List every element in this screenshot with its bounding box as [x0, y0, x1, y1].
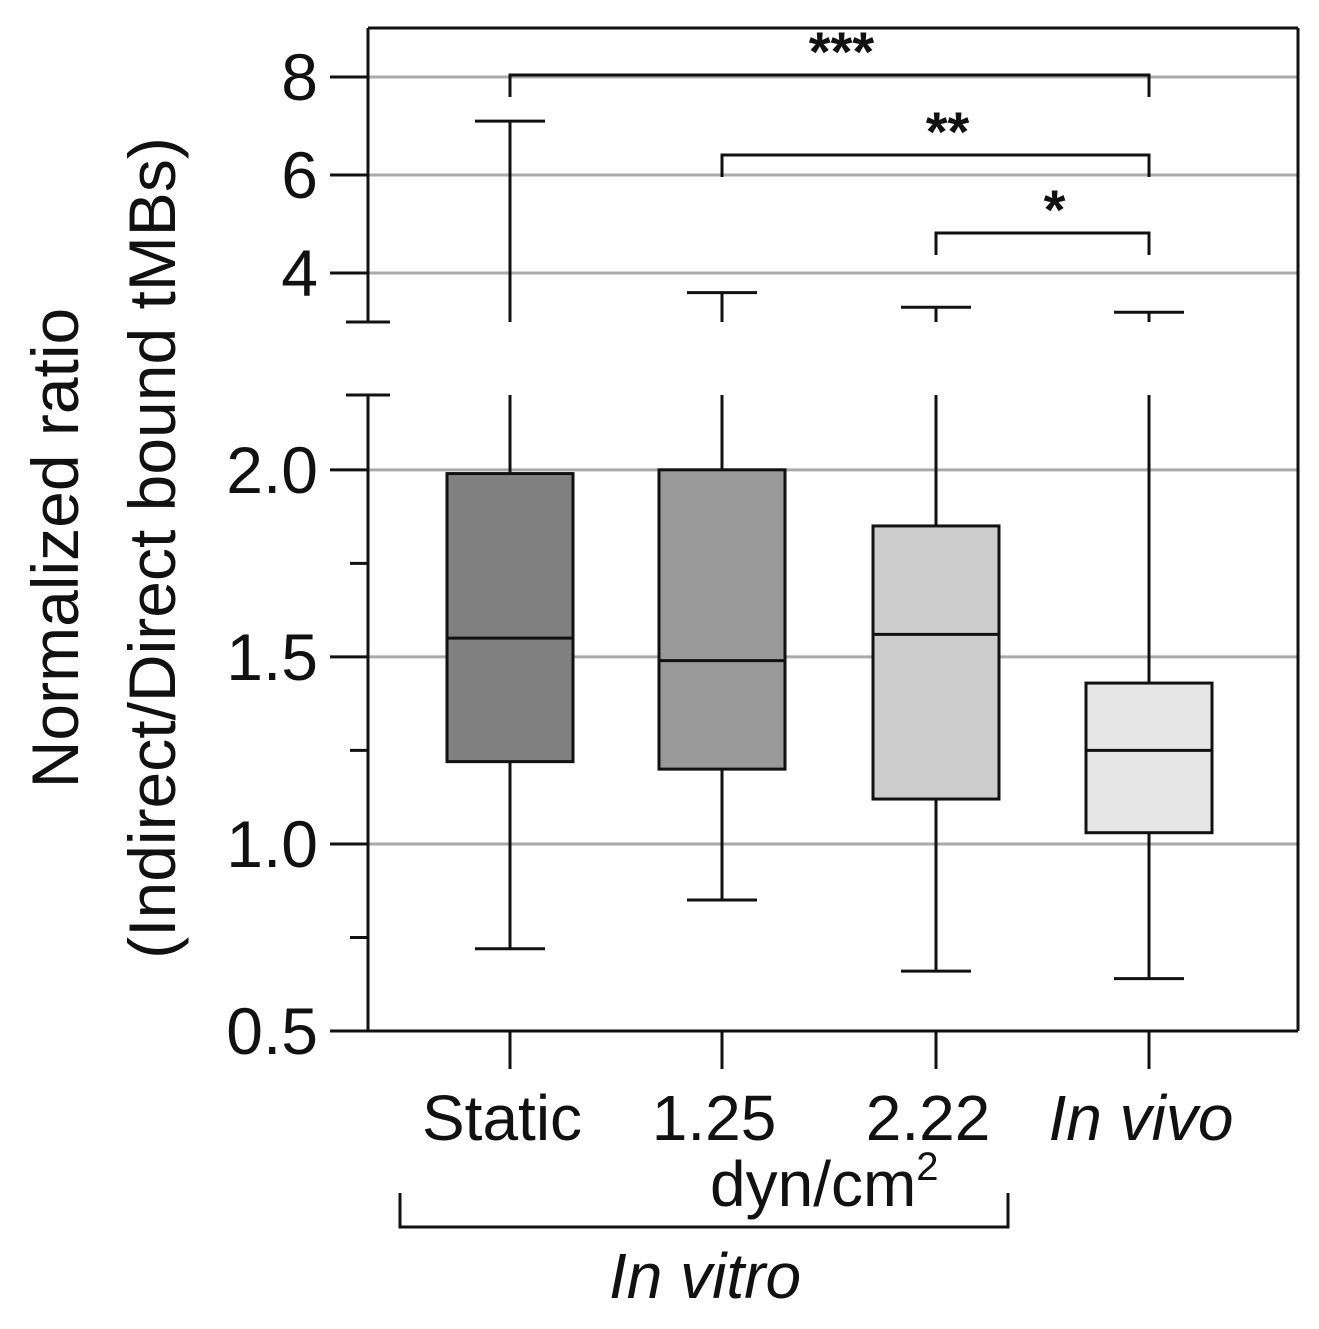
- in-vitro-bracket: [398, 1193, 1010, 1229]
- significance-label: **: [926, 100, 970, 163]
- y-tick-label-6: 6: [281, 138, 318, 212]
- group-label-in-vitro: In vitro: [609, 1240, 801, 1312]
- significance-bracket-2: **: [720, 100, 1151, 177]
- x-label-2-22: 2.22: [866, 1082, 991, 1154]
- y-tick-label-1.5: 1.5: [226, 620, 318, 694]
- y-axis-title-line1: Normalized ratio: [18, 308, 92, 789]
- x-label-1-25: 1.25: [652, 1082, 777, 1154]
- significance-bracket-3: *: [934, 178, 1151, 255]
- bracket-line: [508, 73, 1151, 97]
- axes: 0.5 1.0 1.5 2.0 4 6 8 Static 1.25 2.22 In vivo: [226, 26, 1300, 1229]
- x-label-static: Static: [422, 1082, 582, 1154]
- y-tick-label-0.5: 0.5: [226, 994, 318, 1068]
- box-layer: [445, 119, 1214, 981]
- y-tick-label-1.0: 1.0: [226, 807, 318, 881]
- bracket-line: [720, 153, 1151, 177]
- box-2-22: [871, 305, 1001, 973]
- iqr-box: [871, 524, 1001, 801]
- units-base: dyn/cm: [710, 1148, 916, 1220]
- significance-label: ***: [809, 20, 875, 83]
- labels: Normalized ratio (Indirect/Direct bound …: [18, 137, 939, 1312]
- y-tick-label-4: 4: [281, 236, 318, 310]
- significance-label: *: [1044, 178, 1066, 241]
- significance-brackets: ******: [508, 20, 1151, 255]
- y-axis-title-line2: (Indirect/Direct bound tMBs): [115, 137, 189, 959]
- box-static: [445, 119, 575, 951]
- significance-bracket-1: ***: [508, 20, 1151, 97]
- y-tick-label-2.0: 2.0: [226, 433, 318, 507]
- iqr-box: [445, 472, 575, 764]
- units-label: dyn/cm2: [710, 1145, 939, 1220]
- iqr-box: [1084, 681, 1214, 835]
- units-superscript: 2: [916, 1145, 938, 1189]
- bracket-line: [934, 231, 1151, 255]
- x-label-in-vivo: In vivo: [1049, 1082, 1234, 1154]
- box-1-25: [657, 291, 787, 902]
- box-in-vivo: [1084, 310, 1214, 981]
- iqr-box: [657, 468, 787, 771]
- y-tick-label-8: 8: [281, 40, 318, 114]
